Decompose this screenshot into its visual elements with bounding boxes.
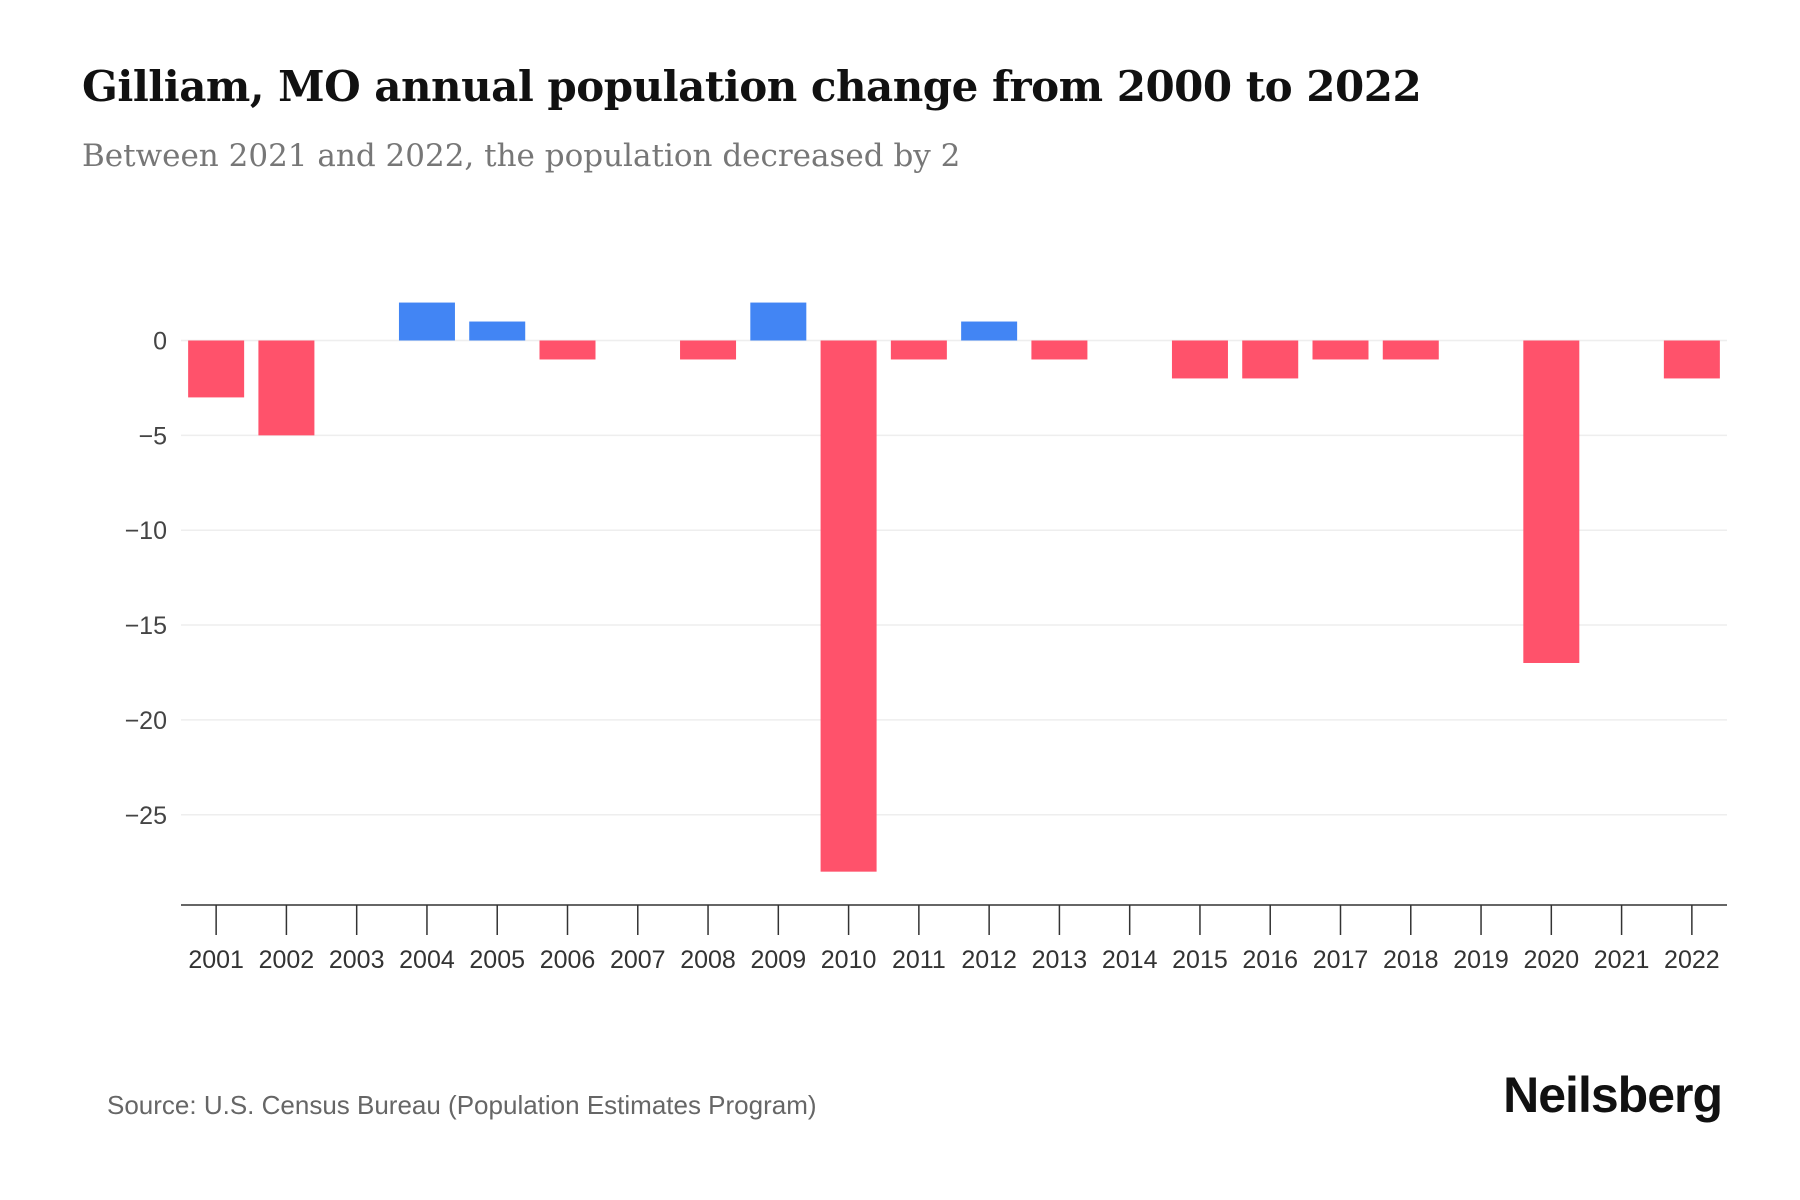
bar-2002 — [258, 340, 315, 436]
bar-2018 — [1382, 340, 1439, 360]
bar-2001 — [188, 340, 245, 398]
x-tick-label: 2002 — [259, 946, 315, 974]
x-tick-label: 2008 — [680, 946, 736, 974]
x-tick-label: 2012 — [961, 946, 1017, 974]
x-tick-label: 2020 — [1524, 946, 1580, 974]
bar-2004 — [398, 302, 455, 341]
y-tick-label: −25 — [125, 802, 167, 830]
x-tick-label: 2005 — [469, 946, 525, 974]
x-tick-label: 2004 — [399, 946, 455, 974]
bar-2012 — [961, 321, 1018, 341]
x-tick-label: 2009 — [751, 946, 807, 974]
chart-subtitle: Between 2021 and 2022, the population de… — [82, 138, 961, 174]
y-tick-label: −15 — [125, 612, 167, 640]
x-tick-label: 2013 — [1032, 946, 1088, 974]
bar-2005 — [469, 321, 526, 341]
bar-2008 — [680, 340, 737, 360]
y-tick-label: 0 — [153, 328, 167, 356]
x-tick-label: 2007 — [610, 946, 666, 974]
x-tick-label: 2003 — [329, 946, 385, 974]
source-note: Source: U.S. Census Bureau (Population E… — [107, 1090, 817, 1120]
x-tick-label: 2010 — [821, 946, 877, 974]
y-tick-label: −5 — [138, 422, 167, 450]
x-tick-label: 2017 — [1313, 946, 1369, 974]
bar-2010 — [820, 340, 877, 872]
bar-2020 — [1523, 340, 1580, 663]
x-tick-label: 2016 — [1242, 946, 1298, 974]
bar-2009 — [750, 302, 807, 341]
bar-2016 — [1242, 340, 1299, 379]
x-tick-label: 2011 — [892, 946, 946, 974]
x-tick-label: 2018 — [1383, 946, 1439, 974]
x-tick-label: 2001 — [188, 946, 244, 974]
x-tick-label: 2015 — [1172, 946, 1228, 974]
x-tick-label: 2021 — [1594, 946, 1650, 974]
neilsberg-logo: Neilsberg — [1503, 1067, 1723, 1123]
bar-2022 — [1663, 340, 1720, 379]
chart-title: Gilliam, MO annual population change fro… — [82, 62, 1422, 111]
bar-2015 — [1171, 340, 1228, 379]
bar-2013 — [1031, 340, 1088, 360]
x-tick-label: 2019 — [1453, 946, 1509, 974]
bar-2017 — [1312, 340, 1369, 360]
bar-2011 — [890, 340, 947, 360]
y-tick-label: −20 — [125, 707, 167, 735]
bar-2006 — [539, 340, 596, 360]
x-tick-label: 2022 — [1664, 946, 1720, 974]
x-tick-label: 2014 — [1102, 946, 1158, 974]
x-tick-label: 2006 — [540, 946, 596, 974]
y-tick-label: −10 — [125, 517, 167, 545]
